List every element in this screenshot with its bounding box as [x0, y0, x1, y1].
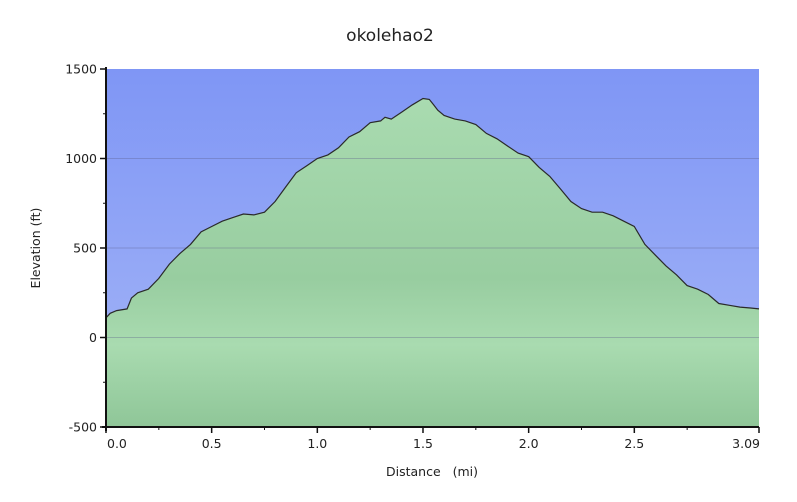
x-tick-label: 2.0 — [519, 436, 539, 451]
x-axis-ticks: 0.0 0.5 1.0 1.5 2.0 2.5 3.09 — [105, 427, 760, 451]
x-axis-label: Distance (mi) — [386, 464, 478, 479]
x-tick-label: 0.5 — [202, 436, 222, 451]
x-tick-label: 0.0 — [107, 436, 127, 451]
y-tick-label: 1000 — [65, 151, 97, 166]
y-axis-label: Elevation (ft) — [28, 208, 43, 289]
chart-title: okolehao2 — [346, 26, 434, 46]
y-axis-ticks: -500 0 500 1000 1500 — [65, 62, 106, 435]
x-tick-label: 2.5 — [624, 436, 644, 451]
x-tick-label: 1.5 — [413, 436, 433, 451]
y-tick-label: 500 — [73, 241, 97, 256]
x-tick-label: 1.0 — [307, 436, 327, 451]
grid-lines — [106, 158, 759, 338]
x-tick-label: 3.09 — [732, 436, 760, 451]
y-tick-label: -500 — [69, 420, 97, 435]
elevation-line — [105, 97, 760, 319]
y-tick-label: 0 — [89, 330, 97, 345]
elevation-area — [106, 98, 759, 427]
y-tick-label: 1500 — [65, 62, 97, 77]
